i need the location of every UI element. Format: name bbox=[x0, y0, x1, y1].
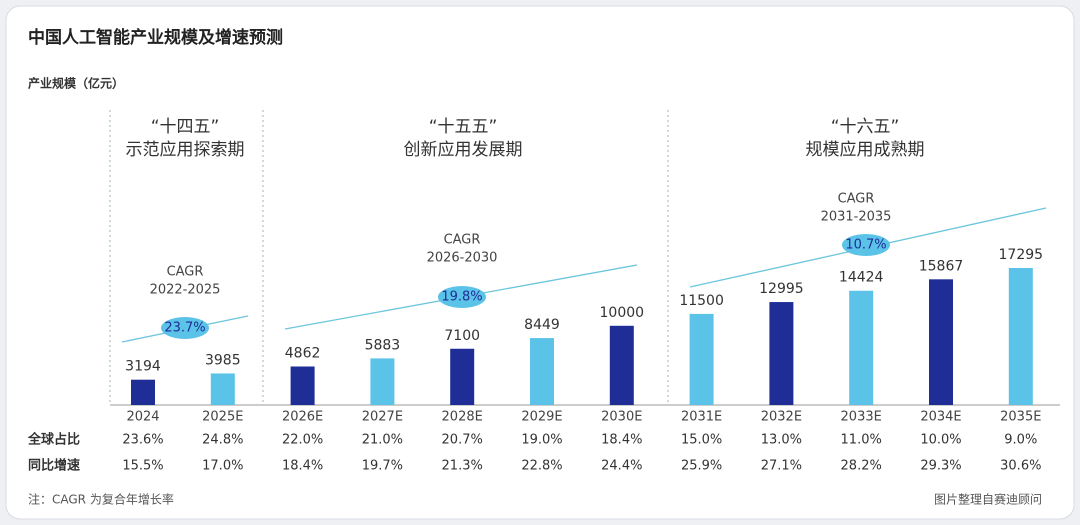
row-value: 11.0% bbox=[841, 433, 882, 448]
value-label: 8449 bbox=[524, 317, 560, 333]
period-subtitle: 示范应用探索期 bbox=[126, 140, 245, 160]
cagr-value: 19.8% bbox=[441, 290, 482, 305]
x-tick-label: 2024 bbox=[126, 410, 159, 425]
cagr-years: 2022-2025 bbox=[150, 283, 221, 298]
row-value: 25.9% bbox=[681, 459, 722, 474]
x-tick-label: 2027E bbox=[362, 410, 403, 425]
x-tick-label: 2028E bbox=[442, 410, 483, 425]
source: 图片整理自赛迪顾问 bbox=[934, 492, 1042, 507]
value-label: 3194 bbox=[125, 359, 161, 375]
x-tick-label: 2035E bbox=[1000, 410, 1041, 425]
bar bbox=[210, 373, 235, 405]
cagr-years: 2031-2035 bbox=[821, 210, 892, 225]
bar bbox=[929, 279, 953, 405]
row-label: 全球占比 bbox=[27, 432, 80, 448]
row-value: 29.3% bbox=[920, 459, 961, 474]
row-value: 9.0% bbox=[1004, 433, 1037, 448]
row-value: 27.1% bbox=[761, 459, 802, 474]
x-tick-label: 2032E bbox=[761, 410, 802, 425]
value-label: 10000 bbox=[600, 305, 645, 321]
card bbox=[5, 5, 1075, 520]
bar bbox=[689, 313, 714, 405]
value-label: 17295 bbox=[999, 247, 1044, 263]
value-label: 4862 bbox=[285, 345, 321, 361]
row-value: 22.0% bbox=[282, 433, 323, 448]
row-value: 23.6% bbox=[122, 433, 163, 448]
row-value: 22.8% bbox=[521, 459, 562, 474]
value-label: 7100 bbox=[444, 328, 480, 344]
value-label: 5883 bbox=[365, 337, 401, 353]
row-value: 15.5% bbox=[122, 459, 163, 474]
row-value: 30.6% bbox=[1000, 459, 1041, 474]
cagr-value: 10.7% bbox=[845, 238, 886, 253]
period-name: “十四五” bbox=[151, 117, 220, 137]
dividers bbox=[109, 110, 669, 405]
value-label: 3985 bbox=[205, 352, 241, 368]
bar bbox=[131, 379, 155, 405]
row-value: 18.4% bbox=[282, 459, 323, 474]
cagr-badge bbox=[438, 286, 486, 308]
row-value: 20.7% bbox=[442, 433, 483, 448]
row-value: 28.2% bbox=[841, 459, 882, 474]
value-label: 12995 bbox=[759, 281, 804, 297]
x-tick-label: 2025E bbox=[202, 410, 243, 425]
value-label: 14424 bbox=[839, 270, 884, 286]
row-value: 18.4% bbox=[601, 433, 642, 448]
bar bbox=[530, 338, 554, 405]
row-value: 17.0% bbox=[202, 459, 243, 474]
y-label: 产业规模（亿元） bbox=[28, 76, 124, 91]
x-tick-label: 2030E bbox=[601, 410, 642, 425]
row-value: 21.3% bbox=[442, 459, 483, 474]
row-value: 19.7% bbox=[362, 459, 403, 474]
bar bbox=[609, 325, 634, 405]
chart-title: 中国人工智能产业规模及增速预测 bbox=[28, 27, 283, 48]
row-value: 24.8% bbox=[202, 433, 243, 448]
bar bbox=[450, 348, 475, 405]
bar bbox=[769, 302, 794, 405]
cagr-badge bbox=[842, 234, 890, 256]
note: 注：CAGR 为复合年增长率 bbox=[28, 492, 174, 507]
row-value: 10.0% bbox=[920, 433, 961, 448]
row-value: 19.0% bbox=[521, 433, 562, 448]
value-label: 11500 bbox=[679, 293, 724, 309]
row-value: 15.0% bbox=[681, 433, 722, 448]
period-subtitle: 规模应用成熟期 bbox=[806, 139, 925, 160]
cagr-value: 23.7% bbox=[164, 321, 205, 336]
row-value: 24.4% bbox=[601, 459, 642, 474]
cagr-badge bbox=[161, 317, 209, 339]
x-tick-label: 2034E bbox=[920, 410, 961, 425]
period-name: “十五五” bbox=[429, 117, 498, 137]
cagr-label: CAGR bbox=[838, 192, 875, 207]
x-tick-label: 2031E bbox=[681, 410, 722, 425]
period-subtitle: 创新应用发展期 bbox=[404, 140, 523, 160]
row-label: 同比增速 bbox=[28, 458, 80, 474]
row-value: 21.0% bbox=[362, 433, 403, 448]
row-value: 13.0% bbox=[761, 433, 802, 448]
bar bbox=[290, 366, 315, 405]
x-tick-label: 2029E bbox=[521, 410, 562, 425]
cagr-label: CAGR bbox=[167, 265, 204, 280]
bar bbox=[370, 358, 395, 405]
x-tick-label: 2033E bbox=[841, 410, 882, 425]
bar bbox=[849, 290, 874, 405]
bar bbox=[1008, 268, 1033, 405]
value-label: 15867 bbox=[919, 258, 964, 274]
x-tick-label: 2026E bbox=[282, 410, 323, 425]
cagr-years: 2026-2030 bbox=[427, 251, 498, 266]
cagr-label: CAGR bbox=[444, 233, 481, 248]
period-name: “十六五” bbox=[831, 117, 900, 137]
